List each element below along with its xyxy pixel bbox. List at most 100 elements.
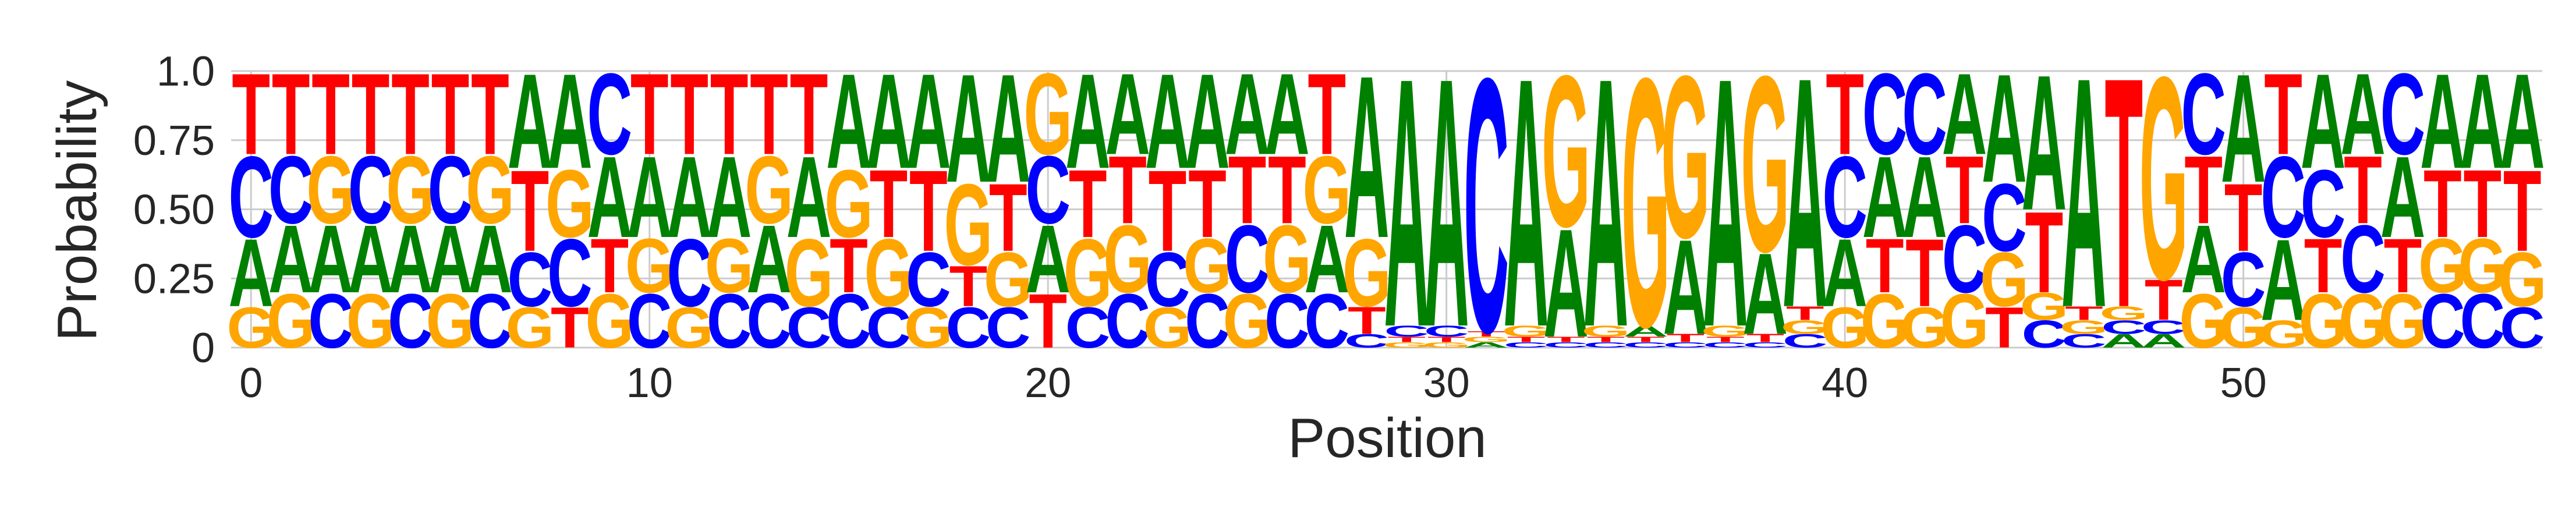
logo-letter-t: T xyxy=(232,49,270,179)
logo-letter-c: C xyxy=(1225,204,1270,313)
logo-letter-g: G xyxy=(2338,278,2387,364)
logo-letter-a: A xyxy=(2500,46,2545,197)
logo-letter-t: T xyxy=(391,49,430,179)
y-tick-label: 0 xyxy=(192,325,215,371)
logo-letter-g: G xyxy=(904,295,953,360)
logo-letter-a: A xyxy=(1982,42,2027,214)
logo-letter-c: C xyxy=(587,49,632,179)
logo-letter-g: G xyxy=(426,278,475,364)
logo-letter-c: C xyxy=(1902,49,1947,179)
logo-letter-a: A xyxy=(2260,215,2306,345)
logo-letter-a: A xyxy=(1105,49,1150,179)
logo-letter-c: C xyxy=(1145,236,1190,323)
logo-letter-c: C xyxy=(1344,330,1390,352)
logo-letter-a: A xyxy=(1783,10,1828,376)
logo-letter-c: C xyxy=(2420,278,2465,364)
logo-letter-a: A xyxy=(1623,323,1668,340)
logo-letter-c: C xyxy=(1464,2,1509,408)
logo-letter-a: A xyxy=(986,42,1031,214)
logo-letter-a: A xyxy=(547,46,593,197)
logo-letter-g: G xyxy=(2099,302,2148,324)
logo-letter-t: T xyxy=(2304,222,2343,309)
logo-letter-c: C xyxy=(906,236,951,323)
logo-letter-t: T xyxy=(431,49,470,179)
logo-letter-c: C xyxy=(2061,330,2107,352)
logo-letter-g: G xyxy=(745,136,793,244)
logo-letter-t: T xyxy=(2384,222,2422,309)
x-tick-label: 50 xyxy=(2220,360,2267,406)
logo-letter-g: G xyxy=(1462,335,1511,344)
logo-letter-a: A xyxy=(1225,49,1270,179)
logo-letter-c: C xyxy=(667,218,712,327)
logo-letter-c: C xyxy=(746,278,792,364)
logo-letter-g: G xyxy=(1980,236,2029,323)
logo-letter-c: C xyxy=(945,295,991,360)
logo-letter-g: G xyxy=(585,278,634,364)
logo-letter-t: T xyxy=(1826,49,1864,179)
logo-letter-g: G xyxy=(625,222,674,309)
logo-letter-g: G xyxy=(306,136,355,244)
logo-letter-c: C xyxy=(348,136,394,244)
logo-letter-t: T xyxy=(1467,330,1505,338)
logo-letter-t: T xyxy=(2423,149,2462,257)
logo-letter-c: C xyxy=(2141,316,2187,338)
logo-letter-g: G xyxy=(2299,278,2348,364)
logo-letter-c: C xyxy=(1305,278,1350,364)
logo-letter-t: T xyxy=(1228,136,1267,244)
logo-letter-g: G xyxy=(2498,236,2547,323)
logo-letter-a: A xyxy=(228,218,274,327)
logo-letter-c: C xyxy=(1065,295,1111,360)
logo-letter-a: A xyxy=(1384,3,1429,401)
logo-letter-c: C xyxy=(2260,132,2306,262)
logo-letter-a: A xyxy=(1742,229,1788,359)
logo-letter-t: T xyxy=(830,222,868,309)
logo-letter-a: A xyxy=(508,46,553,197)
logo-letter-c: C xyxy=(1185,278,1230,364)
logo-letter-t: T xyxy=(471,49,509,179)
logo-letter-c: C xyxy=(1982,163,2027,271)
logo-letter-c: C xyxy=(2340,204,2386,313)
logo-letter-t: T xyxy=(2184,136,2223,244)
logo-letter-g: G xyxy=(1502,323,1551,340)
logo-letter-a: A xyxy=(2340,49,2386,179)
logo-letter-g: G xyxy=(1781,316,1830,338)
logo-letter-c: C xyxy=(826,278,871,364)
x-tick-label: 40 xyxy=(1822,360,1868,406)
logo-letter-c: C xyxy=(2460,278,2506,364)
logo-letter-t: T xyxy=(1905,218,1944,327)
logo-letter-t: T xyxy=(1348,299,1386,342)
logo-letter-t: T xyxy=(1985,295,2024,360)
logo-letter-a: A xyxy=(1504,3,1549,401)
logo-letter-t: T xyxy=(1507,335,1546,344)
logo-letter-t: T xyxy=(1667,332,1705,345)
logo-letter-a: A xyxy=(467,204,513,313)
logo-letter-c: C xyxy=(1703,341,1748,349)
logo-letter-c: C xyxy=(1583,341,1629,349)
logo-letter-a: A xyxy=(308,204,353,313)
logo-letter-t: T xyxy=(1029,278,1067,364)
logo-letter-g: G xyxy=(226,295,275,360)
logo-letter-g: G xyxy=(2179,278,2228,364)
logo-letter-a: A xyxy=(2221,42,2266,214)
logo-letter-c: C xyxy=(1025,136,1071,244)
letter-stacks: GACTGACTCAGTGACTCAGTGACTCAGTGCTATCGAGTAC… xyxy=(226,2,2546,408)
logo-letter-a: A xyxy=(826,46,871,197)
logo-letter-c: C xyxy=(986,295,1031,360)
gridlines xyxy=(231,70,2542,349)
x-tick-label: 0 xyxy=(239,360,263,406)
logo-letter-t: T xyxy=(2224,163,2263,271)
logo-letter-c: C xyxy=(786,295,832,360)
logo-letter-a: A xyxy=(1464,341,1509,349)
logo-letter-a: A xyxy=(2460,46,2505,197)
logo-letter-t: T xyxy=(551,295,589,360)
logo-letter-t: T xyxy=(2104,10,2143,376)
logo-letter-g: G xyxy=(2259,313,2308,356)
logo-letter-c: C xyxy=(508,236,553,323)
logo-letter-g: G xyxy=(1422,341,1471,349)
logo-letter-c: C xyxy=(2022,313,2067,356)
logo-letter-t: T xyxy=(1069,149,1107,257)
logo-letter-g: G xyxy=(1861,278,1909,364)
logo-letter-a: A xyxy=(1304,204,1349,313)
logo-letter-g: G xyxy=(1820,295,1869,360)
